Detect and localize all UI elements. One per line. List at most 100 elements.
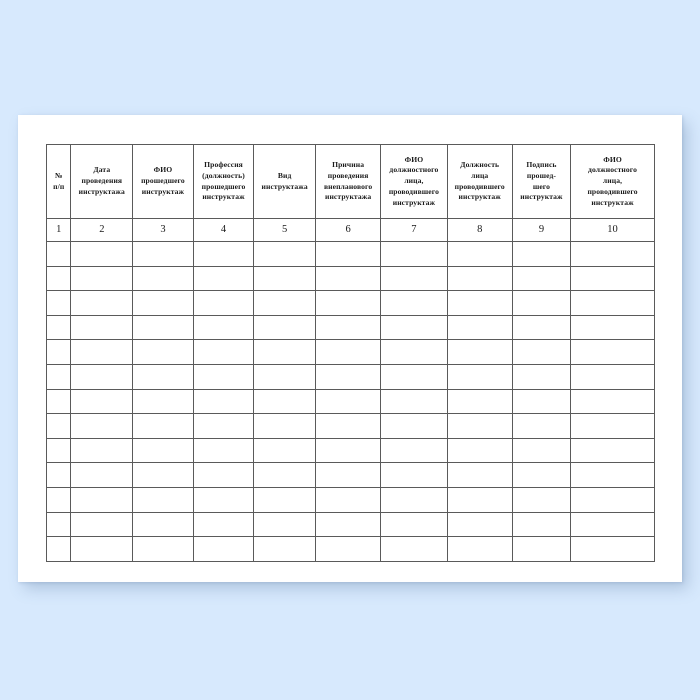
table-cell-empty[interactable] <box>511 511 572 538</box>
table-cell-empty[interactable] <box>132 241 194 267</box>
table-cell-empty[interactable] <box>70 290 134 316</box>
table-cell-empty[interactable] <box>192 265 255 292</box>
table-cell-empty[interactable] <box>253 536 317 562</box>
table-cell-empty[interactable] <box>315 265 382 292</box>
table-cell-empty[interactable] <box>570 363 655 390</box>
table-cell-empty[interactable] <box>380 511 448 538</box>
table-cell-empty[interactable] <box>380 413 448 439</box>
table-cell-empty[interactable] <box>192 413 255 439</box>
table-cell-empty[interactable] <box>70 536 134 562</box>
table-cell-empty[interactable] <box>253 290 317 316</box>
table-cell-empty[interactable] <box>45 486 72 513</box>
table-cell-empty[interactable] <box>132 265 194 292</box>
table-cell-empty[interactable] <box>253 486 317 513</box>
table-cell-empty[interactable] <box>45 413 72 439</box>
table-cell-empty[interactable] <box>132 339 194 365</box>
table-cell-empty[interactable] <box>70 388 134 415</box>
table-cell-empty[interactable] <box>70 511 134 538</box>
table-cell-empty[interactable] <box>570 290 655 316</box>
table-cell-empty[interactable] <box>446 290 513 316</box>
table-cell-empty[interactable] <box>570 388 655 415</box>
table-cell-empty[interactable] <box>132 290 194 316</box>
table-cell-empty[interactable] <box>511 290 572 316</box>
table-cell-empty[interactable] <box>315 437 382 464</box>
table-cell-empty[interactable] <box>446 536 513 562</box>
table-cell-empty[interactable] <box>70 363 134 390</box>
table-cell-empty[interactable] <box>132 486 194 513</box>
table-cell-empty[interactable] <box>380 314 448 341</box>
table-cell-empty[interactable] <box>511 413 572 439</box>
table-cell-empty[interactable] <box>511 363 572 390</box>
table-cell-empty[interactable] <box>570 314 655 341</box>
table-cell-empty[interactable] <box>192 388 255 415</box>
table-cell-empty[interactable] <box>380 536 448 562</box>
table-cell-empty[interactable] <box>253 413 317 439</box>
table-cell-empty[interactable] <box>192 462 255 488</box>
table-cell-empty[interactable] <box>315 486 382 513</box>
table-cell-empty[interactable] <box>570 339 655 365</box>
table-row[interactable] <box>45 437 655 464</box>
table-cell-empty[interactable] <box>132 314 194 341</box>
table-cell-empty[interactable] <box>45 511 72 538</box>
table-cell-empty[interactable] <box>192 511 255 538</box>
table-cell-empty[interactable] <box>511 536 572 562</box>
table-cell-empty[interactable] <box>192 437 255 464</box>
table-cell-empty[interactable] <box>511 437 572 464</box>
table-cell-empty[interactable] <box>45 241 72 267</box>
table-cell-empty[interactable] <box>45 388 72 415</box>
table-cell-empty[interactable] <box>132 511 194 538</box>
table-cell-empty[interactable] <box>315 314 382 341</box>
table-cell-empty[interactable] <box>45 536 72 562</box>
table-cell-empty[interactable] <box>446 339 513 365</box>
table-cell-empty[interactable] <box>511 462 572 488</box>
table-cell-empty[interactable] <box>380 339 448 365</box>
table-cell-empty[interactable] <box>380 437 448 464</box>
table-row[interactable] <box>45 388 655 415</box>
table-row[interactable] <box>45 462 655 488</box>
table-cell-empty[interactable] <box>132 388 194 415</box>
table-cell-empty[interactable] <box>446 314 513 341</box>
table-row[interactable] <box>45 290 655 316</box>
table-row[interactable] <box>45 314 655 341</box>
table-cell-empty[interactable] <box>253 265 317 292</box>
table-cell-empty[interactable] <box>70 462 134 488</box>
table-cell-empty[interactable] <box>315 388 382 415</box>
table-cell-empty[interactable] <box>380 388 448 415</box>
table-cell-empty[interactable] <box>570 241 655 267</box>
table-cell-empty[interactable] <box>253 314 317 341</box>
table-cell-empty[interactable] <box>70 241 134 267</box>
table-row[interactable] <box>45 265 655 292</box>
table-cell-empty[interactable] <box>70 339 134 365</box>
table-cell-empty[interactable] <box>253 388 317 415</box>
table-row[interactable] <box>45 241 655 267</box>
table-cell-empty[interactable] <box>570 462 655 488</box>
table-cell-empty[interactable] <box>446 437 513 464</box>
table-cell-empty[interactable] <box>253 437 317 464</box>
table-cell-empty[interactable] <box>446 388 513 415</box>
table-cell-empty[interactable] <box>446 413 513 439</box>
table-cell-empty[interactable] <box>315 241 382 267</box>
table-cell-empty[interactable] <box>70 437 134 464</box>
table-cell-empty[interactable] <box>70 314 134 341</box>
table-cell-empty[interactable] <box>315 413 382 439</box>
table-cell-empty[interactable] <box>45 462 72 488</box>
table-row[interactable] <box>45 486 655 513</box>
table-cell-empty[interactable] <box>192 486 255 513</box>
table-row[interactable] <box>45 511 655 538</box>
table-cell-empty[interactable] <box>192 339 255 365</box>
table-cell-empty[interactable] <box>446 265 513 292</box>
table-cell-empty[interactable] <box>315 462 382 488</box>
table-cell-empty[interactable] <box>570 437 655 464</box>
table-cell-empty[interactable] <box>192 314 255 341</box>
table-cell-empty[interactable] <box>380 290 448 316</box>
table-cell-empty[interactable] <box>45 314 72 341</box>
table-cell-empty[interactable] <box>253 241 317 267</box>
table-cell-empty[interactable] <box>253 363 317 390</box>
table-cell-empty[interactable] <box>446 511 513 538</box>
table-cell-empty[interactable] <box>132 462 194 488</box>
table-cell-empty[interactable] <box>70 265 134 292</box>
table-cell-empty[interactable] <box>511 388 572 415</box>
table-cell-empty[interactable] <box>446 462 513 488</box>
table-cell-empty[interactable] <box>315 290 382 316</box>
table-cell-empty[interactable] <box>70 486 134 513</box>
